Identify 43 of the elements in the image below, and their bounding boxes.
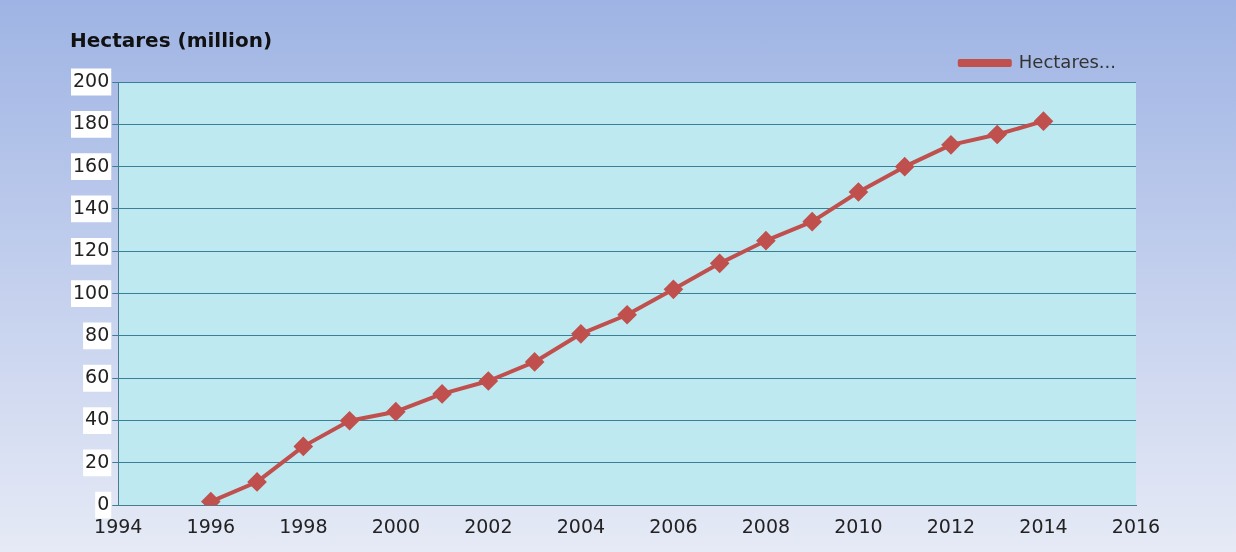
point — [988, 125, 1007, 144]
x-tick-label: 1998 — [279, 514, 328, 537]
point — [248, 472, 267, 491]
legend-label: Hectares... — [1018, 50, 1116, 72]
point — [895, 157, 914, 176]
y-tick-label: 140 — [73, 195, 110, 218]
point — [710, 254, 729, 273]
point — [664, 280, 683, 299]
x-tick-label: 2012 — [926, 514, 976, 537]
point — [525, 352, 544, 371]
x-tick-label: 2014 — [1019, 514, 1068, 537]
point — [433, 384, 452, 403]
y-tick-label: 200 — [73, 68, 110, 91]
point — [618, 305, 637, 324]
chart-title: Hectares (million) — [70, 28, 273, 53]
point — [803, 212, 822, 231]
point — [849, 183, 868, 202]
point — [294, 437, 313, 456]
x-tick-label: 2010 — [834, 514, 883, 537]
point — [571, 324, 590, 343]
x-tick-label: 2006 — [649, 514, 698, 537]
y-tick-label: 160 — [73, 153, 110, 176]
point — [756, 231, 775, 250]
y-tick-label: 100 — [73, 280, 110, 303]
point — [479, 371, 498, 390]
x-tick-label: 2002 — [464, 514, 513, 537]
x-tick-label: 1994 — [94, 514, 143, 537]
x-tick-label: 2016 — [1111, 514, 1161, 537]
point — [1034, 112, 1053, 131]
y-tick-label: 0 — [97, 492, 110, 515]
x-tick-label: 2008 — [741, 514, 791, 537]
y-tick-label: 80 — [85, 322, 110, 345]
y-tick-label: 20 — [85, 449, 110, 472]
point — [340, 411, 359, 430]
y-tick-label: 40 — [85, 407, 110, 430]
x-tick-label: 1996 — [186, 514, 235, 537]
point — [386, 402, 405, 421]
y-tick-label: 180 — [73, 111, 110, 134]
y-tick-label: 60 — [85, 365, 110, 388]
y-tick-label: 120 — [73, 238, 110, 261]
x-tick-label: 2000 — [371, 514, 421, 537]
point — [941, 135, 960, 154]
x-tick-label: 2004 — [556, 514, 606, 537]
